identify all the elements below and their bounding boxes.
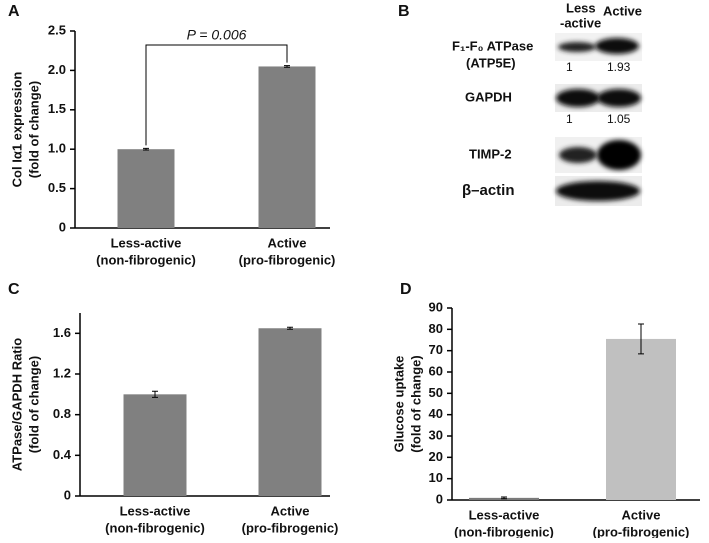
y-tick-label: 2.0 — [48, 62, 66, 77]
error-bar — [143, 147, 149, 151]
band — [597, 89, 641, 107]
y-tick-label: 50 — [429, 385, 443, 400]
panel-letter: A — [8, 3, 20, 20]
x-tick-label: Less-active — [120, 503, 191, 518]
band — [558, 42, 596, 52]
y-tick-label: 1.0 — [48, 141, 66, 156]
ratio: 1.93 — [607, 60, 631, 74]
error-bar — [638, 323, 644, 355]
column-label: -active — [560, 15, 601, 30]
x-tick-label: Less-active — [469, 507, 540, 522]
ratio: 1 — [566, 60, 573, 74]
y-tick-label: 80 — [429, 321, 443, 336]
y-tick-label: 10 — [429, 470, 443, 485]
y-tick-label: 90 — [429, 299, 443, 314]
y-tick-label: 20 — [429, 449, 443, 464]
y-tick-label: 30 — [429, 427, 443, 442]
bar — [117, 149, 175, 228]
bar — [606, 338, 676, 500]
x-tick-label: Less-active — [111, 235, 182, 250]
column-label: Less — [566, 0, 596, 15]
bar — [258, 328, 322, 496]
y-axis-label: (fold of change) — [26, 81, 41, 179]
y-tick-label: 70 — [429, 342, 443, 357]
y-tick-label: 0 — [59, 219, 66, 234]
row-label: (ATP5E) — [466, 55, 516, 70]
y-axis-label: Col Iα1 expression — [9, 72, 24, 188]
bar — [123, 394, 187, 496]
band — [595, 38, 639, 54]
y-axis-label: ATPase/GAPDH Ratio — [9, 338, 24, 471]
row-label: F₁-F₀ ATPase — [452, 38, 533, 53]
ratio: 1 — [566, 112, 573, 126]
y-tick-label: 60 — [429, 363, 443, 378]
panel-letter: C — [8, 281, 20, 298]
y-tick-label: 0.8 — [53, 406, 71, 421]
x-tick-sublabel: (non-fibrogenic) — [96, 252, 196, 267]
x-tick-sublabel: (pro-fibrogenic) — [242, 520, 339, 535]
y-tick-label: 0.5 — [48, 180, 66, 195]
panel-letter: B — [398, 3, 410, 20]
row-label: TIMP-2 — [469, 146, 512, 161]
x-tick-sublabel: (non-fibrogenic) — [454, 524, 554, 538]
x-tick-label: Active — [267, 235, 306, 250]
blot-panel: B Less -active Active F₁-F₀ ATPase (ATP5… — [398, 0, 642, 206]
x-tick-label: Active — [621, 507, 660, 522]
y-tick-label: 0 — [436, 491, 443, 506]
y-tick-label: 0.4 — [53, 447, 72, 462]
y-tick-label: 2.5 — [48, 22, 66, 37]
x-tick-sublabel: (pro-fibrogenic) — [593, 524, 690, 538]
row-label: GAPDH — [465, 89, 512, 104]
significance-bracket — [145, 44, 288, 146]
row-label: β–actin — [462, 182, 515, 199]
y-tick-label: 0 — [64, 487, 71, 502]
panel-letter: D — [400, 281, 412, 298]
error-bar — [284, 65, 290, 68]
ratio: 1.05 — [607, 112, 631, 126]
y-tick-label: 40 — [429, 406, 443, 421]
error-bar — [501, 496, 507, 500]
band — [556, 89, 600, 107]
bar — [258, 66, 316, 229]
y-tick-label: 1.5 — [48, 101, 66, 116]
error-bar — [287, 326, 293, 330]
x-tick-label: Active — [270, 503, 309, 518]
column-label: Active — [603, 3, 642, 18]
y-axis-label: (fold of change) — [408, 355, 423, 453]
band — [597, 140, 641, 170]
band — [556, 181, 640, 201]
x-tick-sublabel: (non-fibrogenic) — [105, 520, 205, 535]
y-axis-label: (fold of change) — [26, 356, 41, 454]
error-bar — [152, 390, 158, 398]
y-tick-label: 1.6 — [53, 325, 71, 340]
y-axis-label: Glucose uptake — [391, 356, 406, 453]
y-tick-label: 1.2 — [53, 365, 71, 380]
band — [559, 147, 597, 163]
annotation: P = 0.006 — [187, 27, 247, 43]
x-tick-sublabel: (pro-fibrogenic) — [239, 252, 336, 267]
